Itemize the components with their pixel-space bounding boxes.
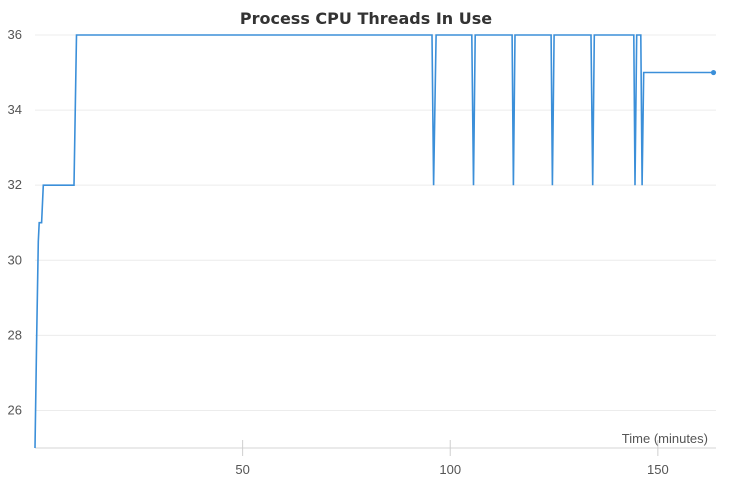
y-tick-label-34: 34 — [8, 102, 22, 117]
y-tick-label-28: 28 — [8, 327, 22, 342]
series-layer — [34, 34, 717, 449]
x-tick-label-50: 50 — [235, 462, 249, 477]
y-tick-label-32: 32 — [8, 177, 22, 192]
y-tick-label-30: 30 — [8, 252, 22, 267]
y-tick-label-26: 26 — [8, 402, 22, 417]
chart-title: Process CPU Threads In Use — [240, 9, 492, 28]
grid-layer — [35, 34, 716, 411]
y-tick-label-36: 36 — [8, 27, 22, 42]
y-tick-labels: 26 28 30 32 34 36 — [8, 27, 22, 417]
x-ticks: 50 100 150 — [235, 440, 669, 477]
series-line-0 — [34, 34, 714, 449]
x-tick-label-150: 150 — [647, 462, 669, 477]
x-tick-label-100: 100 — [439, 462, 461, 477]
x-axis-label: Time (minutes) — [622, 431, 708, 446]
series-end-point-0 — [710, 69, 717, 76]
